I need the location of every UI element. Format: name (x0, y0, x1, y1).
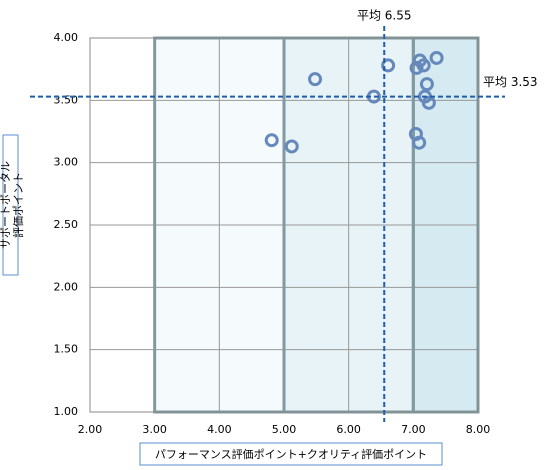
point (264, 133, 279, 148)
mean-x-label: 平均 6.55 (357, 9, 412, 23)
point (308, 72, 323, 87)
x-tick-label: 5.00 (272, 423, 297, 436)
x-axis-label: パフォーマンス評価ポイント+クオリティ評価ポイント (155, 447, 427, 461)
point (412, 135, 427, 150)
y-tick-label: 1.50 (54, 343, 79, 356)
x-tick-label: 3.00 (142, 423, 167, 436)
point (381, 58, 396, 73)
y-axis-label: 評価ポイント (11, 172, 25, 238)
point (284, 139, 299, 154)
point (409, 60, 424, 75)
x-tick-label: 2.00 (78, 423, 103, 436)
y-label-box (2, 134, 19, 276)
point (421, 95, 436, 110)
point (429, 50, 444, 65)
y-tick-label: 2.50 (54, 218, 79, 231)
y-axis-label: サポートポータル (0, 161, 12, 249)
y-tick-label: 4.00 (54, 31, 79, 44)
point (416, 58, 431, 73)
x-tick-label: 8.00 (466, 423, 491, 436)
x-label-box (139, 442, 443, 466)
y-tick-label: 3.00 (54, 156, 79, 169)
y-tick-label: 2.00 (54, 280, 79, 293)
plot-border (89, 37, 479, 413)
point (419, 77, 434, 92)
y-tick-label: 1.00 (54, 405, 79, 418)
x-tick-label: 7.00 (401, 423, 426, 436)
x-tick-label: 4.00 (207, 423, 232, 436)
mean-y-label: 平均 3.53 (483, 75, 538, 89)
y-tick-label: 3.50 (54, 93, 79, 106)
x-tick-label: 6.00 (336, 423, 361, 436)
